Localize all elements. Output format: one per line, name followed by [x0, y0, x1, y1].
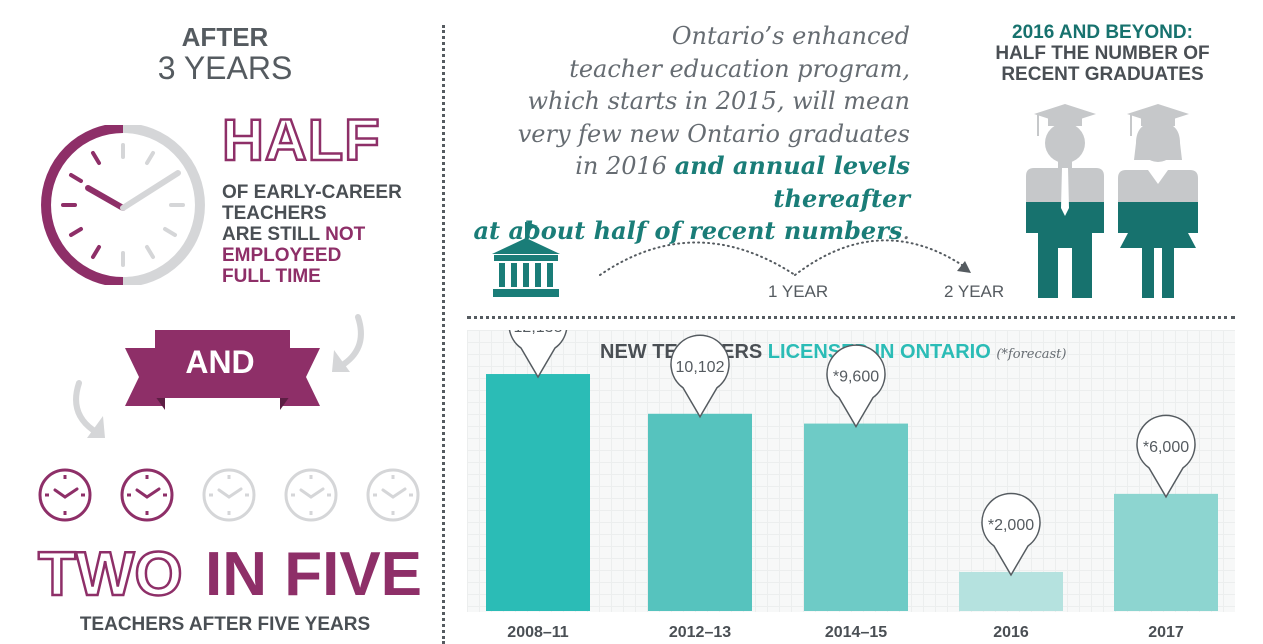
- half-desc-line: OF EARLY-CAREER: [222, 182, 402, 203]
- curved-arrow-icon: [73, 380, 105, 438]
- clock-icons-row: [38, 468, 420, 522]
- category-label: 2017: [1148, 624, 1184, 641]
- data-label: *9,600: [833, 369, 879, 386]
- half-desc-line: TEACHERS: [222, 203, 327, 224]
- after-five-label: TEACHERS AFTER FIVE YEARS: [79, 614, 371, 635]
- category-label: 2016: [993, 624, 1029, 641]
- data-label: *2,000: [988, 517, 1034, 534]
- data-label: 12,138: [514, 330, 563, 336]
- category-label: 2014–15: [825, 624, 887, 641]
- half-description: OF EARLY-CAREER TEACHERS ARE STILL NOT E…: [222, 182, 437, 287]
- clock-icon: [202, 468, 256, 522]
- value-pin-icon: [670, 334, 730, 419]
- bar: [1114, 493, 1218, 611]
- chart-title-highlight: LICENSED IN ONTARIO: [767, 341, 991, 363]
- in-five-heading: IN FIVE: [205, 540, 423, 609]
- quote-line: at about half of recent numbers.: [455, 215, 910, 248]
- clock-icon: [41, 125, 205, 285]
- quote-line: which starts in 2015, will mean: [527, 87, 910, 115]
- value-pin-icon: [1136, 414, 1196, 499]
- value-pin-icon: [981, 492, 1041, 577]
- half-desc-line: FULL TIME: [222, 266, 321, 287]
- female-graduate-icon: [1118, 104, 1198, 298]
- beyond-line: 2016 AND BEYOND:: [1012, 22, 1193, 43]
- clock-icon: [366, 468, 420, 522]
- value-pin-icon: [826, 344, 886, 429]
- graduates-icon: [1026, 104, 1198, 298]
- and-banner: [125, 330, 320, 410]
- quote-highlight: at about half of recent numbers: [473, 216, 903, 245]
- quote-highlight: and annual levels thereafter: [674, 151, 910, 213]
- bar: [959, 571, 1063, 611]
- clock-icon: [38, 468, 92, 522]
- half-desc-line: ARE STILL NOT: [222, 224, 437, 245]
- data-label: *6,000: [1143, 439, 1189, 456]
- quote-line: teacher education program,: [569, 54, 910, 83]
- bar-chart: 12,138 2008–11 10,102 2012–13 *9,600 2014–15 *…: [486, 330, 1218, 641]
- years-label: 3 YEARS: [157, 50, 293, 86]
- not-highlight: NOT: [325, 224, 366, 245]
- program-quote: Ontario’s enhanced teacher education pro…: [455, 20, 910, 248]
- two-heading: TWO: [37, 540, 184, 609]
- quote-text: in 2016: [575, 152, 675, 180]
- value-pin-icon: [508, 330, 568, 379]
- clock-icon: [120, 468, 174, 522]
- quote-text: .: [902, 217, 910, 245]
- half-heading: HALF: [221, 108, 381, 173]
- quote-line: very few new Ontario graduates: [517, 119, 910, 148]
- male-graduate-icon: [1026, 104, 1104, 298]
- data-label: 10,102: [676, 359, 725, 376]
- university-icon: [492, 222, 560, 297]
- curved-arrow-icon: [332, 314, 364, 372]
- and-label: AND: [185, 344, 255, 380]
- category-label: 2012–13: [669, 624, 731, 641]
- half-desc-text: ARE STILL: [222, 224, 326, 245]
- half-desc-line: EMPLOYEED: [222, 245, 342, 266]
- quote-line: Ontario’s enhanced: [671, 22, 910, 50]
- quote-line: in 2016 and annual levels thereafter: [455, 150, 910, 215]
- beyond-line: RECENT GRADUATES: [1001, 64, 1204, 85]
- arrow-head-icon: [957, 261, 971, 273]
- timeline-year-1: 1 YEAR: [768, 282, 829, 301]
- beyond-heading: 2016 AND BEYOND: HALF THE NUMBER OF RECE…: [975, 22, 1230, 85]
- clock-icon: [284, 468, 338, 522]
- bar: [486, 374, 590, 611]
- timeline-arcs: [599, 239, 971, 276]
- category-label: 2008–11: [507, 624, 569, 641]
- bar: [804, 423, 908, 611]
- bar: [648, 413, 752, 611]
- beyond-line: HALF THE NUMBER OF: [995, 43, 1210, 64]
- chart-forecast-note: (*forecast): [996, 347, 1067, 362]
- after-label: AFTER: [181, 22, 269, 52]
- horizontal-divider: [467, 316, 1235, 319]
- vertical-divider: [442, 25, 445, 644]
- timeline-year-2: 2 YEAR: [944, 282, 1005, 301]
